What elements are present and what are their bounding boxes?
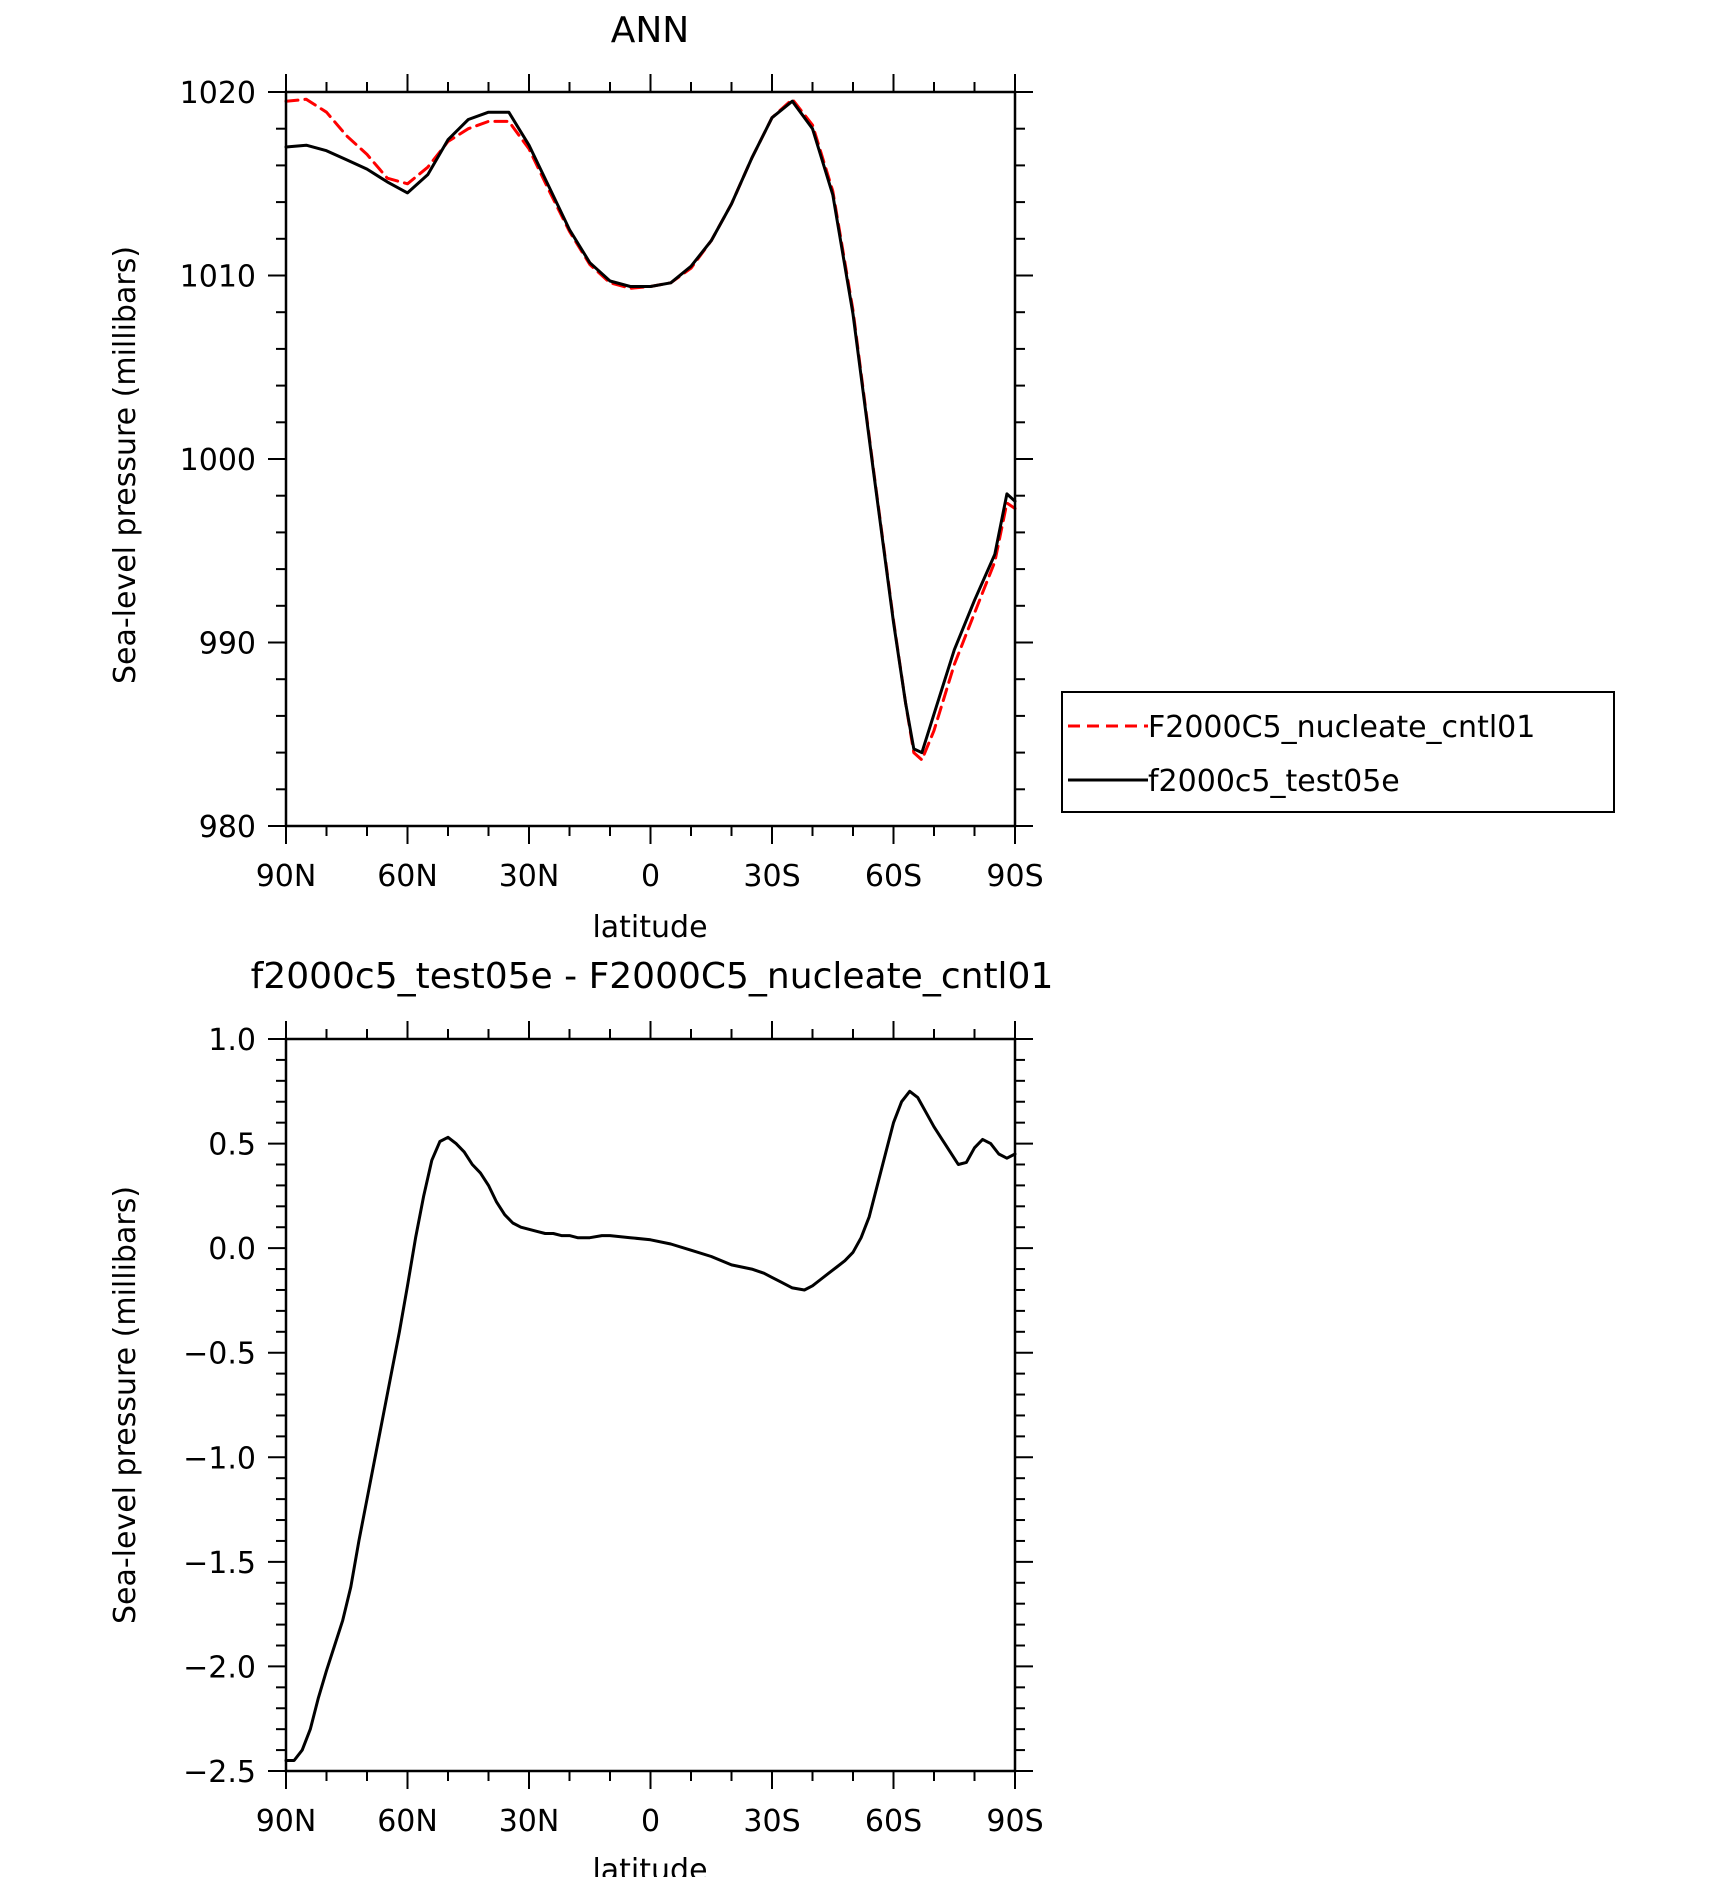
top-xlabel: latitude <box>592 910 707 945</box>
top-y-tick-label: 990 <box>199 627 256 662</box>
bottom-y-tick-label: −2.0 <box>183 1650 256 1685</box>
legend-box <box>1061 691 1615 813</box>
bottom-x-tick-label: 60N <box>377 1804 438 1839</box>
bottom-x-tick-label: 90S <box>986 1804 1043 1839</box>
top-y-tick-label: 980 <box>199 810 256 845</box>
bottom-y-tick-label: −2.5 <box>183 1755 256 1790</box>
legend-label-series-1: F2000C5_nucleate_cntl01 <box>1148 710 1535 745</box>
bottom-x-tick-label: 90N <box>256 1804 317 1839</box>
top-plot-frame <box>284 90 1017 828</box>
top-ylabel: Sea-level pressure (millibars) <box>108 246 143 684</box>
bottom-ylabel: Sea-level pressure (millibars) <box>108 1186 143 1624</box>
bottom-series-group <box>284 1089 1017 1762</box>
top-x-tick-label: 30S <box>743 859 800 894</box>
top-x-tick-label: 90N <box>256 859 317 894</box>
top-x-tick-label: 30N <box>499 859 560 894</box>
bottom-chart-title: f2000c5_test05e - F2000C5_nucleate_cntl0… <box>251 956 1054 997</box>
top-series-line-2 <box>284 99 1017 755</box>
bottom-x-tick-label: 30N <box>499 1804 560 1839</box>
top-y-tick-label: 1010 <box>180 260 256 295</box>
bottom-series-line-1 <box>284 1089 1017 1762</box>
bottom-y-tick-label: −1.5 <box>183 1546 256 1581</box>
bottom-x-tick-label: 60S <box>865 1804 922 1839</box>
top-y-tick-label: 1020 <box>180 76 256 111</box>
legend-label-series-2: f2000c5_test05e <box>1148 764 1400 799</box>
bottom-y-tick-label: −0.5 <box>183 1337 256 1372</box>
top-panel: ANN latitude Sea-level pressure (milliba… <box>108 10 1615 945</box>
top-series-line-1 <box>284 97 1017 762</box>
bottom-y-tick-label: 1.0 <box>208 1023 256 1058</box>
top-x-tick-label: 60S <box>865 859 922 894</box>
bottom-x-tick-label: 30S <box>743 1804 800 1839</box>
legend: F2000C5_nucleate_cntl01 f2000c5_test05e <box>1061 691 1615 813</box>
top-axis-ticks: 980 990 1000 1010 1020 90N 60N 30N 0 30S 60S 90S <box>180 74 1044 894</box>
top-y-tick-label: 1000 <box>180 443 256 478</box>
top-x-tick-label: 90S <box>986 859 1043 894</box>
top-chart-title: ANN <box>611 10 690 51</box>
bottom-y-tick-label: 0.5 <box>208 1128 256 1163</box>
top-x-tick-label: 60N <box>377 859 438 894</box>
bottom-axis-ticks: −2.5 −2.0 −1.5 −1.0 −0.5 0.0 0.5 1.0 90N 60N 30N 0 3… <box>183 1021 1044 1839</box>
bottom-panel: f2000c5_test05e - F2000C5_nucleate_cntl0… <box>108 956 1053 1877</box>
bottom-x-tick-label: 0 <box>641 1804 660 1839</box>
top-x-tick-label: 0 <box>641 859 660 894</box>
bottom-plot-frame <box>284 1037 1017 1773</box>
bottom-y-tick-label: −1.0 <box>183 1441 256 1476</box>
bottom-xlabel: latitude <box>592 1853 707 1877</box>
bottom-y-tick-label: 0.0 <box>208 1232 256 1267</box>
top-series-group <box>284 97 1017 762</box>
